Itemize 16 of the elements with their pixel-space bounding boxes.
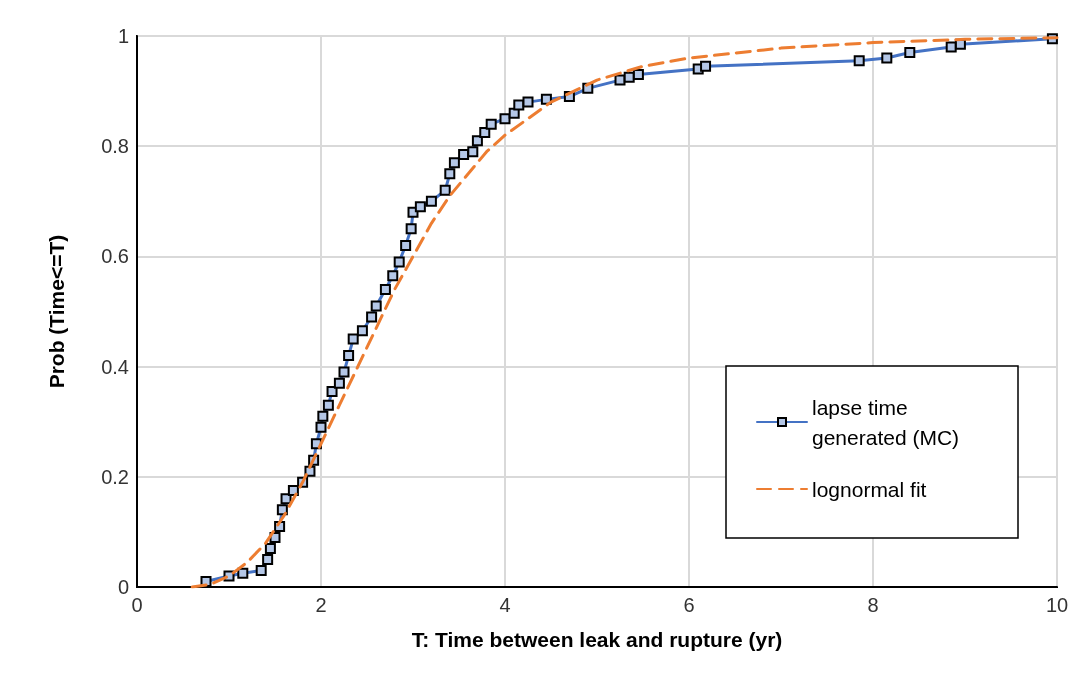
legend-label: lognormal fit [812, 477, 927, 501]
y-tick-label: 0.6 [101, 245, 129, 268]
y-tick-label: 1 [117, 25, 129, 47]
y-axis-title: Prob (Time<=T) [45, 234, 68, 389]
x-tick-label: 0 [131, 594, 143, 616]
y-tick-label: 0 [117, 576, 129, 598]
legend-label: lapse time generated (MC) [812, 395, 960, 449]
x-tick-label: 2 [315, 594, 327, 616]
y-tick-label: 0.4 [101, 355, 129, 378]
x-tick-label: 8 [867, 594, 879, 616]
x-axis-title: T: Time between leak and rupture (yr) [411, 628, 783, 651]
y-tick-label: 0.2 [101, 465, 129, 488]
x-tick-label: 6 [683, 594, 695, 616]
x-tick-label: 4 [499, 594, 511, 616]
y-tick-label: 0.8 [101, 135, 129, 158]
x-tick-label: 10 [1045, 594, 1069, 616]
